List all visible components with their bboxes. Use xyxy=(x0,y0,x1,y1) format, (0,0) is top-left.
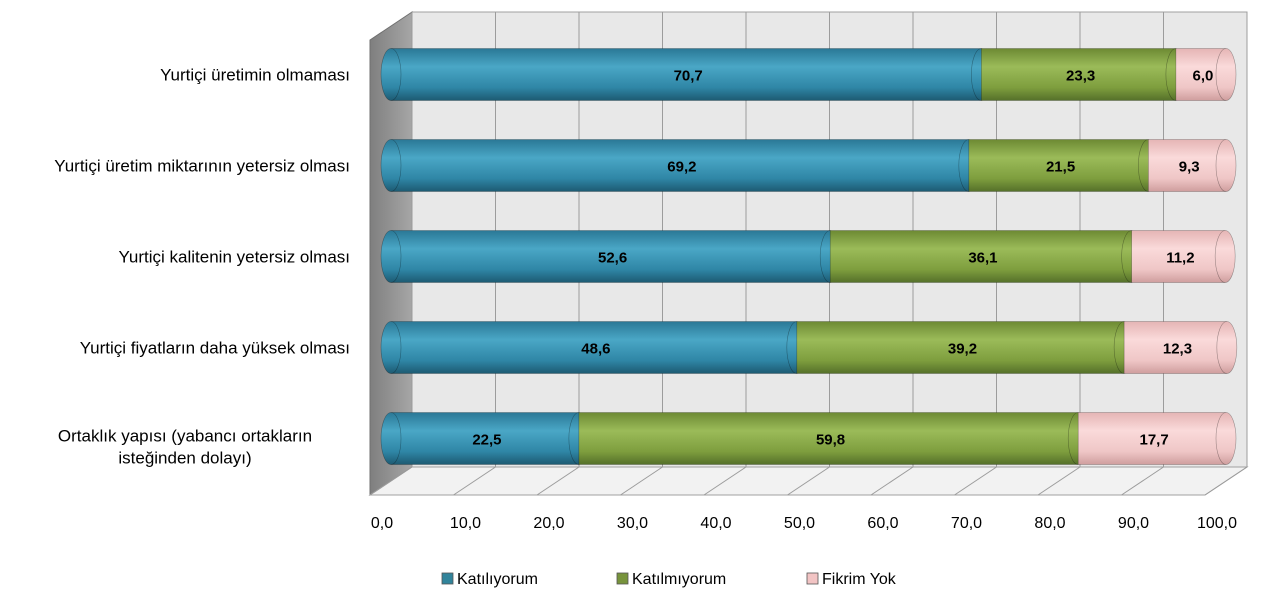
floor-gridline xyxy=(1204,466,1248,496)
x-tick-label: 10,0 xyxy=(450,515,481,532)
floor-gridline xyxy=(870,466,914,496)
data-label: 70,7 xyxy=(674,68,703,85)
bar-segment-fikrim-yok xyxy=(1148,139,1237,192)
x-tick-label: 50,0 xyxy=(784,515,815,532)
floor-gridline xyxy=(1121,466,1164,496)
x-tick-label: 20,0 xyxy=(533,515,564,532)
legend: Katılıyorum Katılmıyorum Fikrim Yok xyxy=(441,571,897,588)
x-tick-label: 30,0 xyxy=(617,515,648,532)
bar-segment-fikrim-yok xyxy=(1123,321,1238,374)
data-label: 48,6 xyxy=(581,341,610,358)
data-label: 59,8 xyxy=(816,432,845,449)
legend-item: Fikrim Yok xyxy=(806,571,897,588)
data-label: 52,6 xyxy=(598,250,627,267)
category-label: Ortaklık yapısı (yabancı ortakların isteğ… xyxy=(58,427,312,468)
x-tick-label: 40,0 xyxy=(700,515,731,532)
floor-gridline xyxy=(620,466,663,496)
category-label: Yurtiçi fiyatların daha yüksek olması xyxy=(80,339,350,358)
data-label: 11,2 xyxy=(1166,250,1194,267)
bar-segment-fikrim-yok xyxy=(1131,230,1236,283)
floor-gridline xyxy=(1037,466,1081,496)
data-labels: 70,7 23,3 6,0 69,2 21,5 9,3 52,6 36,1 11,2 48,6 39… xyxy=(472,68,1213,449)
category-label: Yurtiçi kalitenin yetersiz olması xyxy=(119,248,350,267)
bar-segment-katiliyorum xyxy=(390,412,590,465)
data-label: 69,2 xyxy=(667,159,696,176)
bar-start-cap xyxy=(380,412,402,465)
bar-segment-katilmiyorum xyxy=(968,139,1159,192)
floor-gridline xyxy=(703,466,747,496)
category-label: Yurtiçi üretimin olmaması xyxy=(160,66,350,85)
floor-gridline xyxy=(453,466,496,496)
data-label: 12,3 xyxy=(1163,341,1192,358)
data-label: 21,5 xyxy=(1046,159,1075,176)
legend-swatch xyxy=(806,572,819,585)
category-label: Yurtiçi üretim miktarının yetersiz olmas… xyxy=(54,157,350,176)
bar-start-cap xyxy=(380,321,402,374)
floor-gridline xyxy=(369,466,413,496)
x-tick-label: 60,0 xyxy=(867,515,898,532)
floor-gridline xyxy=(787,466,830,496)
x-tick-label: 80,0 xyxy=(1034,515,1065,532)
x-axis-tick-labels: 0,0 10,0 20,0 30,0 40,0 50,0 60,0 70,0 80,0 90,0 1… xyxy=(371,515,1237,532)
bar-start-cap xyxy=(380,139,402,192)
data-label: 6,0 xyxy=(1193,68,1214,85)
data-label: 22,5 xyxy=(472,432,501,449)
x-tick-label: 90,0 xyxy=(1118,515,1149,532)
bar-segment-fikrim-yok xyxy=(1175,48,1237,101)
data-label: 17,7 xyxy=(1140,432,1169,449)
legend-label: Katılmıyorum xyxy=(632,571,726,588)
data-label: 39,2 xyxy=(948,341,977,358)
x-tick-label: 100,0 xyxy=(1197,515,1237,532)
data-label: 36,1 xyxy=(968,250,997,267)
legend-swatch xyxy=(616,572,629,585)
bar-start-cap xyxy=(380,230,402,283)
bars xyxy=(380,48,1238,465)
legend-item: Katılmıyorum xyxy=(616,571,726,588)
legend-item: Katılıyorum xyxy=(441,571,538,588)
x-tick-label: 70,0 xyxy=(951,515,982,532)
legend-label: Katılıyorum xyxy=(457,571,538,588)
floor-gridline xyxy=(954,466,997,496)
category-labels: Yurtiçi üretimin olmaması Yurtiçi üretim … xyxy=(54,66,350,468)
floor-gridline xyxy=(536,466,580,496)
x-tick-label: 0,0 xyxy=(371,515,393,532)
legend-swatch xyxy=(441,572,454,585)
data-label: 9,3 xyxy=(1179,159,1200,176)
legend-label: Fikrim Yok xyxy=(822,571,897,588)
bar-start-cap xyxy=(380,48,402,101)
data-label: 23,3 xyxy=(1066,68,1095,85)
bar-segment-fikrim-yok xyxy=(1077,412,1237,465)
